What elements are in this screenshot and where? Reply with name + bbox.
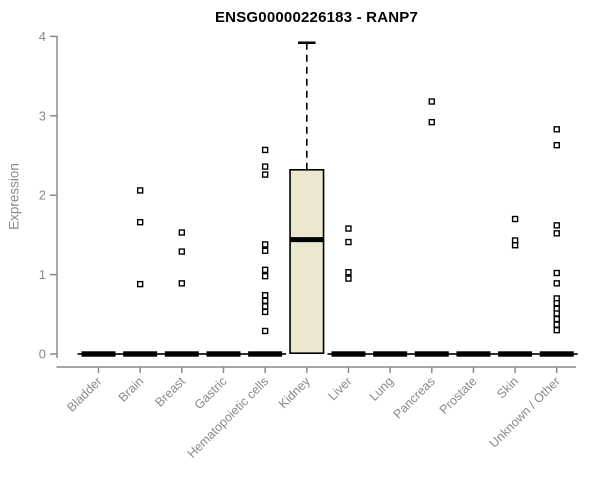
x-tick-label: Gastric — [192, 374, 230, 412]
data-point — [178, 280, 186, 287]
data-point — [261, 241, 269, 248]
data-point — [553, 321, 560, 328]
data-point — [428, 98, 435, 105]
data-point — [553, 315, 560, 323]
x-tick-label: Breast — [152, 374, 188, 410]
zero-median-bar — [164, 351, 199, 357]
data-point — [261, 171, 269, 178]
data-point — [553, 230, 560, 237]
zero-median-bar — [331, 351, 366, 357]
data-point — [178, 248, 186, 255]
box — [289, 168, 325, 355]
data-point — [553, 269, 560, 277]
data-point — [511, 215, 519, 223]
zero-median-bar — [206, 351, 241, 357]
data-point — [553, 141, 560, 149]
x-tick-label: Pancreas — [391, 374, 438, 421]
y-tick-label: 3 — [39, 108, 46, 123]
data-point — [345, 238, 352, 246]
y-tick-label: 2 — [39, 188, 46, 203]
chart-title: ENSG00000226183 - RANP7 — [214, 9, 419, 26]
data-point — [428, 118, 435, 126]
data-point — [261, 303, 269, 310]
data-point — [553, 222, 560, 229]
data-point — [345, 225, 352, 232]
y-tick-label: 4 — [39, 29, 46, 44]
x-tick-label: Prostate — [437, 374, 480, 417]
zero-median-bar — [414, 351, 449, 357]
x-tick-label: Hematopoietic cells — [185, 374, 272, 461]
zero-median-bar — [539, 351, 574, 357]
data-point — [261, 272, 269, 280]
data-point — [261, 297, 269, 305]
data-point — [553, 326, 560, 334]
zero-median-bar — [373, 351, 408, 357]
zero-median-bar — [248, 351, 283, 357]
zero-median-bar — [81, 351, 116, 357]
zero-median-bar — [498, 351, 533, 357]
x-tick-label: Skin — [494, 374, 521, 401]
data-point — [553, 280, 560, 287]
data-point — [261, 163, 269, 170]
data-point — [553, 126, 560, 133]
data-point — [261, 247, 269, 254]
x-tick-label: Brain — [116, 374, 147, 405]
x-tick-label: Bladder — [64, 374, 104, 414]
data-point — [178, 229, 186, 236]
data-point — [261, 292, 269, 299]
data-point — [261, 266, 269, 274]
y-tick-label: 1 — [39, 267, 46, 282]
data-point — [136, 218, 144, 226]
data-point — [345, 269, 352, 276]
zero-median-bar — [123, 351, 158, 357]
data-point — [136, 187, 144, 194]
data-point — [136, 280, 144, 288]
data-point — [345, 275, 352, 282]
zero-median-bar — [456, 351, 491, 357]
x-tick-label: Unknown / Other — [487, 374, 563, 450]
data-point — [511, 242, 519, 249]
x-tick-label: Lung — [367, 374, 397, 404]
y-tick-label: 0 — [39, 347, 46, 362]
x-tick-label: Kidney — [276, 374, 313, 411]
data-point — [261, 308, 269, 316]
x-tick-label: Liver — [326, 374, 355, 403]
data-point — [553, 310, 560, 317]
data-point — [261, 327, 269, 335]
data-point — [261, 146, 269, 154]
data-point — [553, 299, 560, 307]
